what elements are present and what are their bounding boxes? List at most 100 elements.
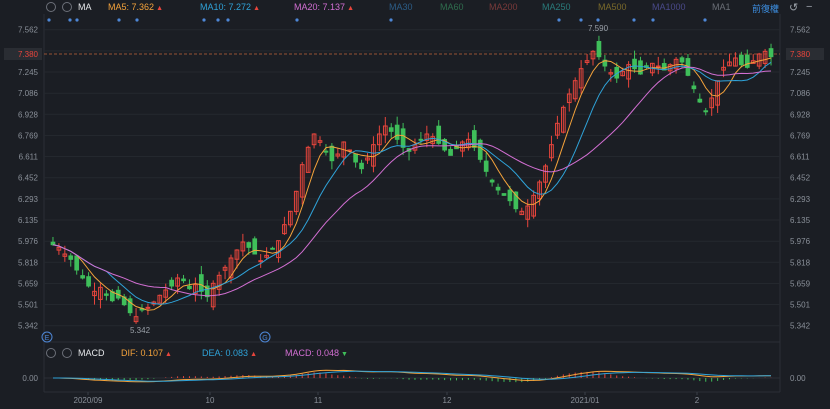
undo-icon[interactable]: ↺	[789, 2, 799, 14]
candle-body	[400, 128, 406, 148]
current-price-badge-left	[4, 48, 42, 60]
ma1000-legend[interactable]: MA1000	[652, 2, 686, 12]
x-tick-label: 2	[695, 396, 700, 405]
ma10-legend[interactable]: MA10: 7.272 ▲	[200, 2, 260, 12]
price-tick-right: 6.769	[790, 131, 811, 140]
price-tick-left: 6.293	[18, 195, 39, 204]
event-dot	[135, 18, 139, 22]
candle-body	[590, 50, 596, 60]
time-axis: 2020/09 10 11 12 2021/01 2	[74, 392, 700, 405]
candle-body	[181, 278, 186, 282]
current-price-badge-right	[786, 48, 824, 60]
ma30-legend[interactable]: MA30	[389, 2, 413, 12]
candle-body	[92, 290, 97, 297]
macd-panel: 0.00 0.00	[22, 369, 806, 383]
x-tick-label: 12	[443, 396, 452, 405]
ma250-legend[interactable]: MA250	[542, 2, 571, 12]
event-dot	[226, 18, 230, 22]
event-dot	[651, 18, 655, 22]
price-tick-left: 5.818	[18, 258, 39, 267]
adjust-mode-link[interactable]: 前復權	[752, 4, 780, 14]
up-arrow-icon: ▲	[250, 351, 257, 358]
candle-body	[264, 254, 269, 258]
candle-body	[673, 58, 679, 70]
candle-body	[638, 60, 643, 75]
candle-body	[549, 144, 554, 159]
candle-body	[382, 125, 388, 136]
price-axis: 7.5627.5627.4037.4037.2457.2457.0867.086…	[4, 26, 824, 331]
candle-body	[709, 97, 715, 109]
x-tick-label: 2021/01	[571, 396, 600, 405]
candle-body	[86, 276, 91, 287]
price-tick-left: 5.342	[18, 322, 39, 331]
candle-body	[691, 85, 697, 90]
candle-body	[98, 286, 103, 300]
event-dot	[596, 18, 600, 22]
candle-body	[365, 157, 370, 161]
dif-legend[interactable]: DIF: 0.107 ▲	[121, 348, 172, 358]
candle-body	[703, 110, 709, 113]
price-tick-right: 6.135	[790, 216, 811, 225]
event-dots	[47, 18, 707, 22]
candle-body	[329, 145, 335, 162]
down-arrow-icon: ▼	[341, 351, 348, 358]
candle-body	[175, 277, 180, 287]
minimize-icon[interactable]: −	[806, 1, 813, 13]
candle-body	[133, 316, 139, 323]
ma500-legend[interactable]: MA500	[598, 2, 627, 12]
ma10-line	[52, 61, 772, 305]
candle-body	[477, 139, 483, 160]
ma20-legend[interactable]: MA20: 7.137 ▲	[294, 2, 354, 12]
up-arrow-icon: ▲	[253, 5, 260, 12]
ma60-legend[interactable]: MA60	[440, 2, 464, 12]
candle-body	[193, 284, 198, 295]
event-dot	[632, 18, 636, 22]
price-tick-left: 5.501	[18, 301, 39, 310]
candle-body	[293, 190, 299, 213]
candle-body	[501, 193, 507, 196]
candle-body	[697, 98, 703, 103]
candle-body	[584, 60, 590, 63]
close-icon[interactable]	[62, 2, 72, 12]
settings-icon[interactable]	[46, 348, 56, 358]
macd-legend[interactable]: MACD: 0.048 ▼	[285, 348, 348, 358]
event-badge[interactable]: G	[259, 331, 271, 343]
candle-body	[727, 61, 732, 67]
current-price-right: 7.380	[790, 50, 811, 59]
event-dot	[557, 18, 561, 22]
price-tick-right: 5.342	[790, 322, 811, 331]
candle-body	[68, 255, 74, 260]
candle-body	[222, 266, 228, 271]
close-icon[interactable]	[62, 348, 72, 358]
ma5-line	[52, 57, 772, 311]
price-tick-left: 6.769	[18, 131, 39, 140]
earnings-badge-text: E	[45, 335, 50, 342]
price-tick-right: 7.086	[790, 89, 811, 98]
candle-body	[74, 255, 80, 271]
ma-toolbar: MA MA5: 7.362 ▲ MA10: 7.272 ▲ MA20: 7.137 ▲…	[0, 0, 830, 14]
ma5-legend[interactable]: MA5: 7.362 ▲	[108, 2, 163, 12]
dea-legend[interactable]: DEA: 0.083 ▲	[202, 348, 257, 358]
ma200-legend[interactable]: MA200	[489, 2, 518, 12]
event-dot	[389, 18, 393, 22]
candle-body	[252, 238, 258, 255]
price-tick-left: 7.245	[18, 68, 39, 77]
candle-body	[507, 189, 513, 202]
price-tick-right: 6.611	[790, 153, 810, 162]
event-badge-text: G	[262, 335, 267, 342]
price-tick-left: 6.452	[18, 174, 39, 183]
candle-body	[620, 70, 626, 77]
candle-body	[276, 240, 281, 259]
candle-body	[56, 246, 62, 251]
price-tick-right: 5.501	[790, 301, 811, 310]
candle-body	[204, 285, 210, 298]
settings-icon[interactable]	[46, 2, 56, 12]
price-tick-right: 7.562	[790, 26, 811, 35]
ma-more-legend[interactable]: MA1	[712, 2, 731, 12]
candle-body	[495, 186, 501, 191]
earnings-badge[interactable]: E	[41, 331, 53, 343]
price-tick-left: 6.928	[18, 110, 39, 119]
price-tick-right: 5.976	[790, 237, 811, 246]
candle-body	[721, 66, 726, 71]
candle-body	[311, 133, 317, 146]
